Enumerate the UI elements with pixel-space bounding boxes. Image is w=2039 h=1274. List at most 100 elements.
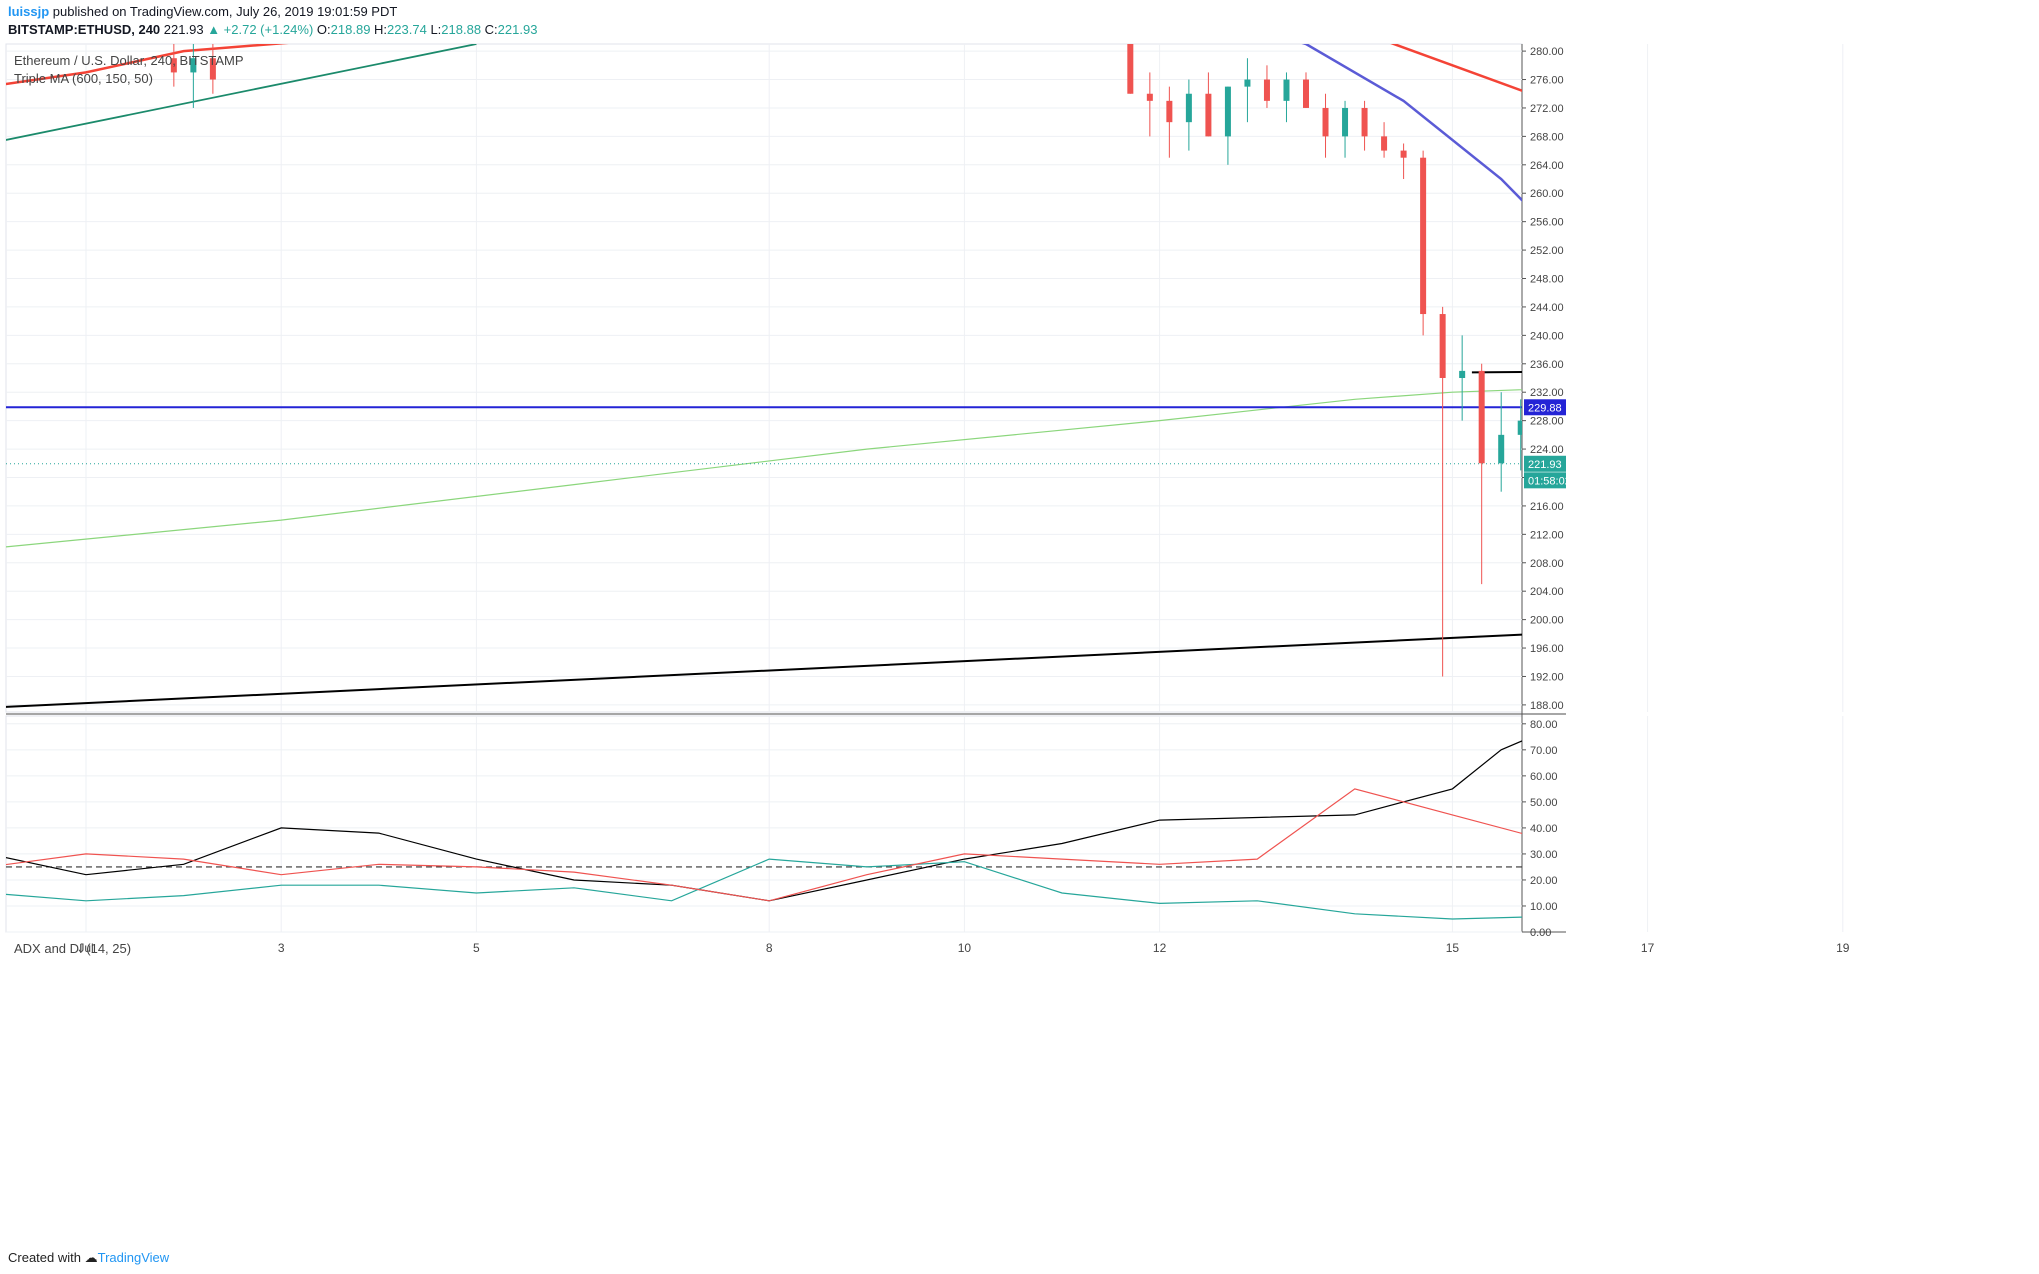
moving-average-line: [1301, 44, 1522, 202]
candle-body: [1693, 627, 1699, 634]
username-link[interactable]: luissjp: [8, 4, 50, 19]
candle-body: [2025, 456, 2031, 470]
y-tick-label: 188.00: [1530, 700, 1564, 712]
candle-body: [1303, 79, 1309, 108]
y-tick-label: 280.00: [1530, 46, 1564, 58]
y-tick-label: 224.00: [1530, 444, 1564, 456]
y-tick-label: 248.00: [1530, 274, 1564, 286]
upper-channel-trendline: [6, 44, 477, 141]
footer-credit: Created with ☁TradingView: [8, 1250, 169, 1266]
candle-body: [1322, 107, 1329, 137]
y-tick-label: 264.00: [1530, 160, 1564, 172]
candle-body: [1596, 421, 1602, 435]
candle-body: [1928, 435, 1934, 471]
candle-body: [1986, 406, 1992, 427]
candle-body: [1224, 86, 1231, 137]
candle-body: [1752, 527, 1758, 534]
y-tick-label: 268.00: [1530, 131, 1564, 143]
published-text: published on TradingView.com, July 26, 2…: [49, 4, 398, 19]
main-pane-frame: [5, 43, 1523, 713]
pattern-label: Left Shoulder: [2008, 490, 2039, 502]
y-tick-label: 240.00: [1530, 330, 1564, 342]
x-tick-label: 5: [473, 941, 480, 955]
candle-body: [1342, 107, 1349, 137]
adx-plot-group: [6, 740, 1522, 920]
candle-body: [1185, 93, 1192, 123]
y-tick-label: 272.00: [1530, 103, 1564, 115]
y-tick-label: 208.00: [1530, 558, 1564, 570]
main-series-title: Ethereum / U.S. Dollar, 240, BITSTAMP: [14, 53, 244, 68]
y-tick-label: 204.00: [1530, 586, 1564, 598]
y-tick-label: 192.00: [1530, 671, 1564, 683]
candle-body: [1830, 442, 1836, 449]
candle-body: [1771, 520, 1777, 534]
low-value: 218.88: [441, 22, 482, 37]
price-change: ▲ +2.72 (+1.24%): [207, 22, 314, 37]
adx-y-tick-label: 60.00: [1530, 771, 1558, 783]
last-price: 221.93: [163, 22, 204, 37]
candle-body: [209, 58, 216, 80]
adx-series-line: [6, 858, 1522, 920]
candle-body: [1459, 370, 1466, 378]
adx-series-line: [6, 788, 1522, 902]
adx-y-tick-label: 30.00: [1530, 849, 1558, 861]
candle-body: [1908, 470, 1914, 484]
low-label: L:: [430, 22, 442, 37]
y-tick-label: 228.00: [1530, 416, 1564, 428]
created-with-text: Created with: [8, 1250, 81, 1265]
moving-average-line: [6, 44, 1522, 93]
y-tick-label: 260.00: [1530, 188, 1564, 200]
candle-body: [1889, 485, 1895, 506]
y-tick-label: 276.00: [1530, 75, 1564, 87]
adx-y-tick-label: 10.00: [1530, 901, 1558, 913]
candle-body: [1576, 385, 1582, 421]
candle-body: [1635, 456, 1641, 477]
candle-body: [1420, 157, 1427, 315]
tradingview-brand-link[interactable]: TradingView: [97, 1250, 170, 1265]
x-tick-label: 15: [1446, 941, 1460, 955]
candle-body: [1283, 79, 1290, 101]
adx-y-tick-label: 40.00: [1530, 823, 1558, 835]
candle-body: [2006, 428, 2012, 456]
x-tick-label: 10: [958, 941, 972, 955]
candle-body: [1166, 100, 1173, 123]
candle-body: [1381, 136, 1388, 151]
candle-body: [1244, 79, 1251, 87]
x-tick-label: 3: [278, 941, 285, 955]
candle-body: [1146, 93, 1153, 101]
candle-body: [1947, 435, 1953, 449]
y-tick-label: 212.00: [1530, 529, 1564, 541]
y-tick-label: 252.00: [1530, 245, 1564, 257]
adx-y-tick-label: 20.00: [1530, 875, 1558, 887]
long-support-trendline: [6, 633, 1522, 708]
candle-body: [1361, 107, 1368, 137]
candle-body: [1400, 150, 1407, 158]
candle-body: [1439, 314, 1446, 378]
close-value: 221.93: [497, 22, 538, 37]
x-tick-label: Jul: [78, 941, 93, 955]
open-label: O:: [316, 22, 331, 37]
price-tag-label: 229.88: [1528, 402, 1562, 414]
adx-y-tick-label: 80.00: [1530, 719, 1558, 731]
candle-body: [190, 58, 197, 73]
candle-body: [1850, 442, 1856, 470]
adx-y-tick-label: 0.00: [1530, 927, 1551, 939]
annotation-arrow-icon: [1591, 384, 1609, 400]
pattern-label-box: [1992, 487, 2039, 503]
candle-body: [170, 58, 177, 73]
candle-body: [1263, 79, 1270, 101]
x-tick-label: 12: [1153, 941, 1167, 955]
candle-body: [1615, 435, 1621, 456]
x-tick-label: 19: [1836, 941, 1850, 955]
candle-body: [1674, 584, 1680, 634]
adx-y-tick-label: 70.00: [1530, 745, 1558, 757]
price-tag-label: 221.93: [1528, 459, 1562, 471]
tradingview-logo-icon: ☁: [84, 1250, 98, 1265]
y-tick-label: 236.00: [1530, 359, 1564, 371]
y-tick-label: 216.00: [1530, 501, 1564, 513]
moving-average-line: [6, 389, 1522, 548]
y-tick-label: 196.00: [1530, 643, 1564, 655]
candle-body: [1811, 449, 1817, 470]
price-tag-box: [1524, 455, 1566, 472]
